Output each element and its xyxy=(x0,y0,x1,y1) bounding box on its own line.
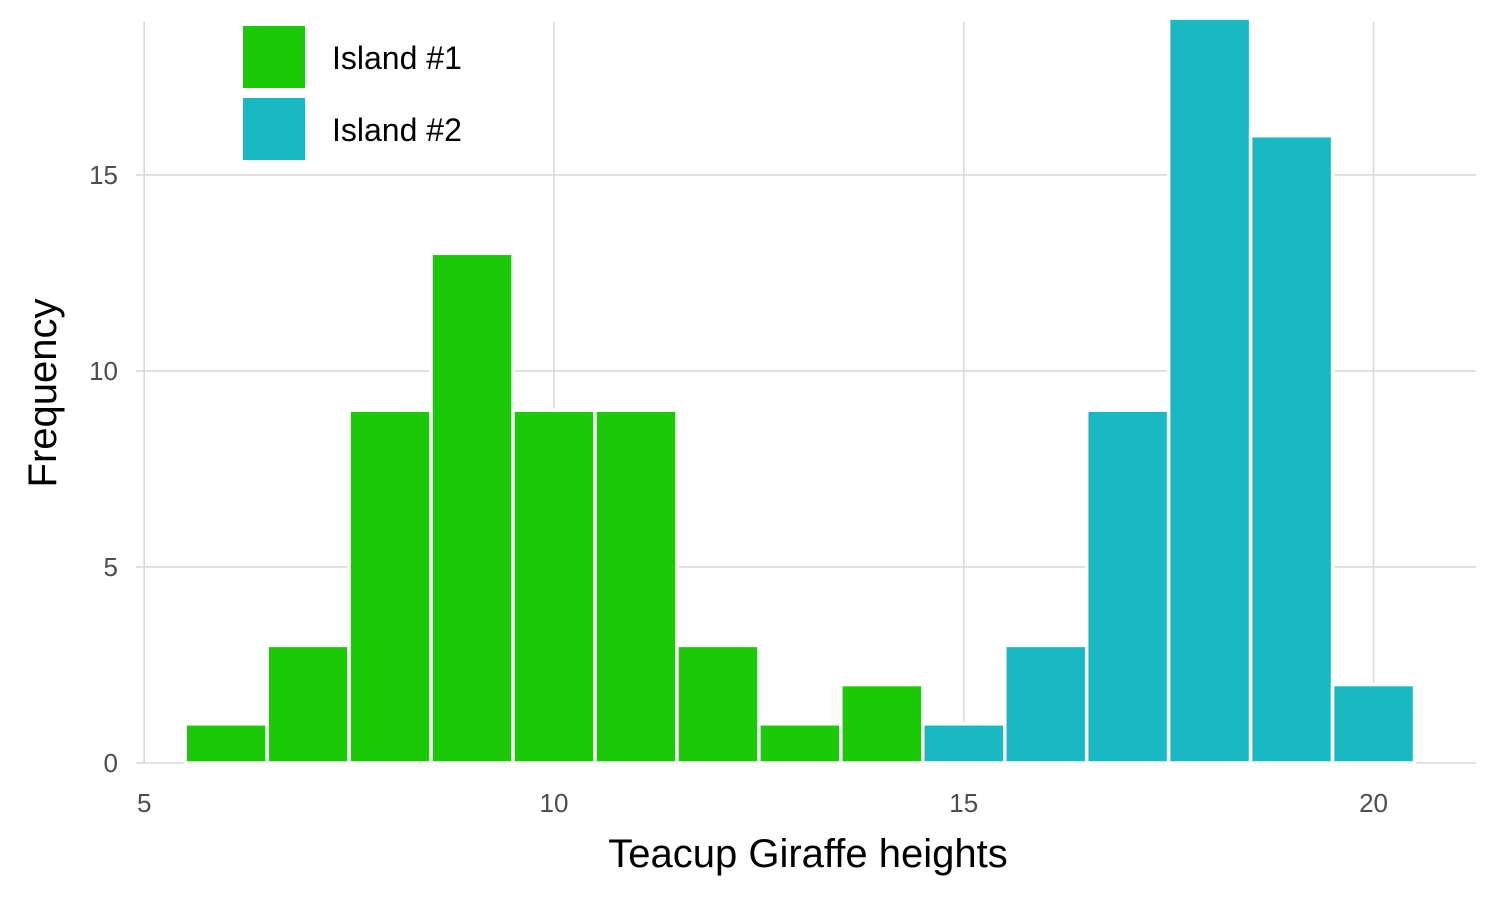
histogram-bars xyxy=(183,16,1417,765)
legend: Island #1 Island #2 xyxy=(243,26,462,160)
histogram-bar xyxy=(347,408,433,765)
x-tick-label: 20 xyxy=(1359,788,1388,818)
y-tick-label: 0 xyxy=(104,748,118,778)
histogram-bar xyxy=(1002,643,1089,765)
histogram-bar xyxy=(593,408,679,765)
y-tick-label: 15 xyxy=(89,160,118,190)
x-tick-label: 15 xyxy=(949,788,978,818)
legend-swatch xyxy=(243,98,305,160)
histogram-bar xyxy=(1248,133,1335,765)
legend-label: Island #1 xyxy=(332,40,462,76)
histogram-bar xyxy=(1166,16,1253,765)
x-axis-title: Teacup Giraffe heights xyxy=(608,832,1008,876)
histogram-bar xyxy=(511,408,597,765)
histogram-bar xyxy=(429,251,515,765)
histogram-bar xyxy=(675,643,761,765)
x-tick-label: 10 xyxy=(540,788,569,818)
legend-label: Island #2 xyxy=(332,112,462,148)
legend-swatch xyxy=(243,26,305,88)
y-axis-title: Frequency xyxy=(21,299,65,488)
y-tick-label: 5 xyxy=(104,552,118,582)
histogram-bar xyxy=(1084,408,1171,765)
histogram-bar xyxy=(921,722,1007,765)
legend-item: Island #1 xyxy=(243,26,462,88)
legend-item: Island #2 xyxy=(243,98,462,160)
histogram-bar xyxy=(757,722,843,765)
histogram-bar xyxy=(1330,682,1417,765)
x-tick-label: 5 xyxy=(137,788,151,818)
histogram-bar xyxy=(183,722,269,765)
histogram-bar xyxy=(839,682,925,765)
y-tick-label: 10 xyxy=(89,356,118,386)
histogram-bar xyxy=(265,643,351,765)
